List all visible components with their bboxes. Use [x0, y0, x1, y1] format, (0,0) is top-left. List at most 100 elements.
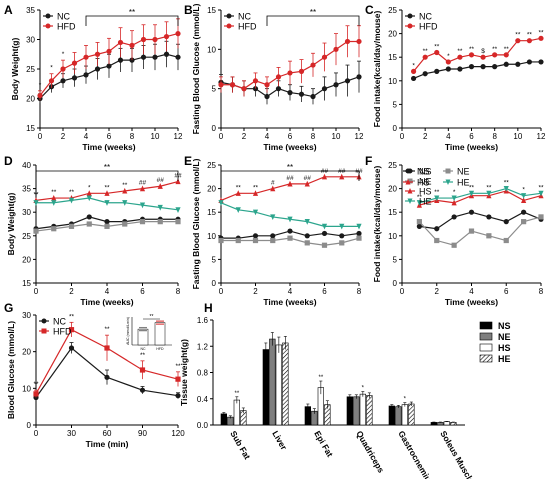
x-axis-label: Time (weeks) — [445, 297, 498, 307]
legend-label: HFD — [238, 22, 257, 32]
x-tick-label: 6 — [322, 287, 327, 296]
y-axis-label: Fasting Blood Glucose (mmol/L) — [191, 3, 201, 134]
significance-mark: ** — [69, 189, 75, 196]
y-tick-label: 0.8 — [197, 369, 209, 378]
y-tick-label: 0 — [393, 279, 398, 288]
category-label: Epi Fat — [312, 429, 335, 459]
x-tick-label: 60 — [103, 429, 112, 438]
data-point — [287, 180, 293, 187]
x-tick-label: 2 — [61, 132, 66, 141]
data-point — [33, 200, 39, 206]
y-axis-label: Food intake(kcal/day/mouse) — [372, 165, 382, 282]
data-point — [333, 82, 339, 88]
data-point — [526, 59, 533, 65]
data-point — [140, 54, 147, 60]
data-point — [445, 168, 451, 174]
x-tick-label: 6 — [469, 132, 474, 141]
data-point — [33, 391, 39, 397]
bar — [269, 338, 276, 426]
x-tick-label: 2 — [69, 287, 74, 296]
legend-label: HE — [419, 197, 432, 207]
category-label: Sub Fat — [228, 429, 252, 461]
data-point — [356, 223, 362, 230]
data-point — [235, 190, 241, 196]
data-point — [526, 38, 533, 44]
data-point — [226, 23, 232, 29]
legend-label: HFD — [53, 327, 72, 337]
significance-mark: ## — [304, 175, 312, 182]
x-tick-label: 12 — [537, 132, 546, 141]
panel-e: E 0 2 4 6 8 0 5 10 15 20 25 Time (weeks) Fasting Bloo… — [184, 154, 363, 307]
data-point — [252, 190, 259, 196]
y-tick-label: 20 — [388, 30, 397, 39]
data-point — [486, 214, 492, 220]
data-point — [321, 223, 328, 230]
significance-mark: ** — [486, 184, 492, 191]
data-point — [416, 200, 422, 206]
data-point — [41, 318, 47, 324]
x-tick-label: 4 — [469, 287, 474, 296]
panel-f: F 0 2 4 6 8 0 5 10 15 20 25 Time (weeks) Food intake(… — [365, 154, 544, 307]
significance-mark: * — [39, 82, 42, 89]
panel-a: A 0 2 4 6 8 10 12 15 20 25 30 35 Time (weeks) Body Wei… — [4, 3, 183, 152]
data-point — [434, 237, 440, 244]
bar — [430, 422, 437, 426]
data-point — [48, 78, 55, 84]
x-axis-label: Time (weeks) — [82, 142, 135, 152]
data-point — [515, 38, 521, 44]
x-tick-label: 12 — [355, 132, 364, 141]
legend-label: NS — [419, 167, 432, 177]
data-point — [416, 223, 422, 229]
significance-mark: * — [453, 189, 456, 196]
data-point — [503, 186, 509, 192]
data-point — [298, 91, 305, 97]
data-point — [235, 237, 241, 244]
x-tick-label: 30 — [67, 429, 76, 438]
significance-mark: ** — [69, 313, 75, 320]
y-tick-label: 30 — [22, 311, 31, 320]
bar — [262, 349, 269, 426]
data-point — [538, 214, 544, 220]
data-point — [68, 345, 75, 351]
bar — [233, 399, 240, 426]
data-point — [45, 13, 51, 19]
x-tick-label: 2 — [423, 132, 428, 141]
data-point — [445, 59, 451, 65]
significance-mark: ** — [319, 375, 324, 381]
y-tick-label: 10 — [207, 232, 216, 241]
data-point — [175, 207, 181, 213]
data-point — [503, 219, 509, 225]
x-tick-label: 0 — [34, 287, 39, 296]
data-point — [94, 51, 101, 57]
y-tick-label: 1.2 — [197, 342, 209, 351]
panel-letter: D — [4, 154, 13, 168]
data-point — [344, 78, 351, 84]
data-point — [275, 86, 282, 92]
significance-mark: ## — [157, 177, 165, 184]
significance-mark: ## — [139, 180, 147, 187]
inset-point — [145, 329, 147, 332]
panel-b: B 0 2 4 6 8 10 12 0 5 10 15 Time (weeks) Fasting Bloo… — [184, 3, 364, 152]
data-point — [304, 240, 310, 246]
data-point — [468, 52, 475, 58]
legend-label: NC — [53, 317, 66, 327]
data-point — [163, 51, 170, 57]
y-tick-label: 0.4 — [197, 395, 209, 404]
significance-mark: * — [88, 184, 91, 191]
significance-mark: ** — [434, 43, 440, 50]
legend-label: HS — [498, 343, 511, 353]
data-point — [407, 23, 413, 29]
significance-mark: ** — [104, 184, 110, 191]
significance-mark: ** — [469, 46, 475, 53]
x-tick-label: 6 — [107, 132, 112, 141]
data-point — [104, 374, 110, 380]
data-point — [86, 190, 92, 196]
data-point — [468, 64, 475, 70]
data-point — [468, 209, 475, 215]
data-point — [270, 233, 276, 239]
data-point — [468, 190, 475, 197]
data-point — [407, 188, 413, 194]
data-point — [68, 223, 75, 229]
bar — [359, 393, 366, 426]
y-tick-label: 20 — [22, 255, 31, 264]
